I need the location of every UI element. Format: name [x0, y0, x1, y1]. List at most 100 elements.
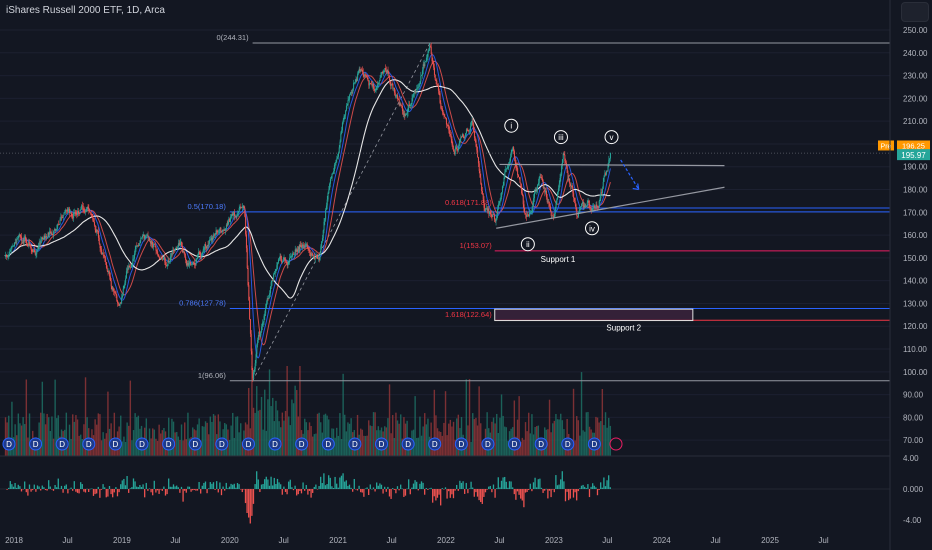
- candle-body: [214, 234, 216, 236]
- candle-body: [133, 253, 135, 259]
- oscillator-bar: [164, 489, 167, 496]
- oscillator-bar: [195, 489, 197, 491]
- volume-bar: [596, 417, 599, 456]
- candle-body: [469, 130, 471, 132]
- dividend-marker-label: D: [272, 440, 278, 449]
- candle-body: [313, 256, 315, 260]
- volume-bar: [534, 426, 536, 456]
- oscillator-bar: [273, 477, 275, 489]
- volume-bar: [27, 437, 29, 456]
- oscillator-bar: [523, 489, 525, 508]
- candle-body: [505, 168, 507, 170]
- candle-body: [219, 227, 221, 229]
- oscillator-bar: [561, 471, 563, 489]
- candle-body: [573, 198, 575, 202]
- candle-body: [25, 236, 27, 241]
- volume-bar: [105, 433, 108, 456]
- oscillator-bar: [542, 489, 544, 493]
- candle-body: [141, 235, 143, 238]
- oscillator-bar: [72, 489, 74, 491]
- price-axis-tick: 70.00: [903, 436, 924, 445]
- oscillator-bar: [592, 483, 594, 489]
- candle-body: [27, 245, 29, 247]
- oscillator-bar: [364, 488, 367, 489]
- candle-body: [398, 99, 400, 106]
- oscillator-bar: [44, 489, 47, 491]
- candle-body: [396, 95, 398, 96]
- oscillator-bar: [200, 489, 202, 494]
- oscillator-bar: [326, 484, 328, 489]
- pre-market-price-badge: [897, 140, 930, 151]
- oscillator-bar: [588, 489, 591, 498]
- candle-body: [309, 252, 311, 256]
- candle-body: [541, 177, 543, 179]
- candle-body: [110, 281, 112, 287]
- volume-bar: [480, 423, 482, 456]
- candle-body: [45, 236, 47, 239]
- candle-body: [499, 201, 501, 203]
- oscillator-bar: [369, 484, 371, 489]
- candle-body: [458, 143, 460, 147]
- candle-body: [182, 250, 184, 253]
- candle-body: [13, 242, 15, 247]
- volume-bar: [28, 413, 31, 456]
- volume-bar: [150, 438, 152, 456]
- candle-body: [384, 68, 386, 71]
- oscillator-bar: [414, 480, 416, 489]
- candle-body: [41, 237, 43, 240]
- candle-body: [158, 256, 160, 258]
- volume-bar: [435, 415, 437, 456]
- candle-body: [167, 260, 169, 266]
- candle-body: [13, 246, 15, 247]
- volume-bar: [128, 425, 130, 456]
- candle-body: [502, 185, 504, 187]
- wave-marker-label: v: [610, 133, 614, 142]
- volume-bar: [608, 417, 610, 456]
- candle-body: [471, 121, 473, 123]
- oscillator-bar: [500, 480, 503, 489]
- volume-bar: [566, 418, 568, 456]
- volume-bar: [310, 426, 312, 456]
- oscillator-bar: [144, 489, 146, 498]
- candle-body: [605, 170, 607, 175]
- candle-body: [482, 193, 484, 200]
- candle-body: [127, 268, 129, 270]
- candle-body: [150, 240, 152, 244]
- candle-body: [257, 340, 259, 345]
- oscillator-bar: [36, 485, 39, 489]
- candle-body: [553, 213, 555, 218]
- candle-body: [10, 247, 12, 250]
- oscillator-bar: [89, 488, 91, 490]
- candle-body: [281, 259, 283, 263]
- oscillator-bar: [476, 489, 479, 497]
- candle-body: [105, 258, 107, 263]
- candle-body: [56, 228, 58, 230]
- time-axis-tick: Jul: [279, 536, 289, 545]
- time-axis-tick: 2019: [113, 536, 131, 545]
- candle-body: [92, 215, 94, 221]
- volume-bar: [499, 417, 501, 456]
- candle-body: [228, 218, 230, 222]
- candle-body: [313, 256, 315, 257]
- wave-marker-circle: [504, 118, 519, 133]
- volume-bar: [350, 418, 352, 456]
- candle-body: [494, 219, 496, 222]
- price-axis-tick: 100.00: [903, 368, 928, 377]
- candle-body: [201, 254, 203, 257]
- oscillator-bar: [361, 489, 363, 493]
- candle-body: [210, 237, 212, 240]
- oscillator-bar: [531, 489, 533, 492]
- candle-body: [461, 134, 463, 137]
- time-axis-tick: 2023: [545, 536, 563, 545]
- dividend-marker-label: D: [352, 440, 358, 449]
- candle-body: [287, 262, 289, 266]
- volume-bar: [278, 421, 280, 456]
- oscillator-bar: [60, 485, 63, 489]
- volume-bar: [65, 412, 68, 456]
- chart-settings-button[interactable]: [901, 2, 929, 22]
- candle-body: [549, 206, 551, 212]
- volume-bar: [308, 422, 311, 456]
- candle-body: [153, 243, 155, 247]
- volume-bar: [52, 438, 55, 456]
